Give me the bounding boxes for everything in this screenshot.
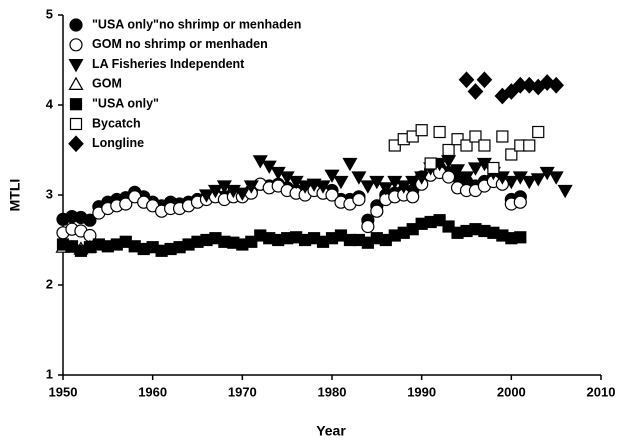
legend-label: "USA only" <box>92 96 159 110</box>
point <box>297 180 313 194</box>
point <box>342 157 358 172</box>
point <box>245 235 258 248</box>
y-tick-label: 5 <box>46 6 53 21</box>
x-tick-label: 1990 <box>407 384 436 399</box>
legend-label: "USA only"no shrimp or menhaden <box>92 17 301 31</box>
legend-marker <box>69 117 83 131</box>
point <box>557 184 573 199</box>
legend-marker <box>69 18 83 32</box>
legend-label: LA Fisheries Independent <box>92 57 245 71</box>
point <box>415 124 428 137</box>
x-tick-label: 1980 <box>318 384 347 399</box>
point <box>513 195 527 209</box>
point <box>433 214 446 227</box>
x-tick-label: 1970 <box>228 384 257 399</box>
x-tick-label: 1960 <box>138 384 167 399</box>
point <box>505 148 518 161</box>
legend-label: Bycatch <box>92 116 141 130</box>
point <box>548 76 564 94</box>
x-tick-label: 2010 <box>587 384 616 399</box>
point <box>503 175 519 190</box>
y-tick-label: 1 <box>46 366 53 381</box>
point <box>424 157 437 170</box>
point <box>406 190 420 204</box>
point <box>476 71 493 89</box>
point <box>333 175 349 190</box>
point <box>441 170 456 184</box>
point <box>442 143 455 157</box>
point <box>396 180 412 194</box>
point <box>119 197 133 211</box>
point <box>478 139 491 152</box>
point <box>487 161 500 175</box>
point <box>234 187 250 201</box>
x-tick-label: 2000 <box>497 384 526 399</box>
point <box>83 213 97 227</box>
point <box>433 125 446 139</box>
point <box>405 175 421 190</box>
point <box>521 175 537 190</box>
point <box>406 130 419 143</box>
point <box>458 71 475 89</box>
point <box>360 180 376 194</box>
point <box>469 130 482 143</box>
point <box>460 139 473 152</box>
legend-marker <box>69 38 83 52</box>
point <box>361 219 375 234</box>
point <box>467 162 483 176</box>
point <box>325 188 339 202</box>
legend-marker <box>68 58 84 73</box>
legend-label: GOM <box>92 77 122 91</box>
point <box>378 182 394 196</box>
y-tick-label: 2 <box>46 276 53 291</box>
y-tick-label: 4 <box>46 96 54 111</box>
point <box>530 173 546 187</box>
point <box>548 171 564 185</box>
point <box>514 231 527 244</box>
point <box>388 139 401 152</box>
legend-marker <box>68 76 84 91</box>
y-axis-label: MTLI <box>7 179 23 212</box>
point <box>503 83 520 100</box>
point <box>532 125 545 139</box>
y-tick-label: 3 <box>46 186 53 201</box>
point <box>207 184 223 199</box>
point <box>351 171 367 185</box>
legend-marker <box>68 135 84 153</box>
point <box>523 139 536 152</box>
point <box>315 180 331 194</box>
legend-label: GOM no shrimp or menhaden <box>92 37 268 51</box>
legend-marker <box>69 98 83 111</box>
point <box>442 220 455 233</box>
legend-label: Longline <box>92 136 144 150</box>
point <box>451 133 464 146</box>
point <box>467 83 484 100</box>
x-tick-label: 1950 <box>49 384 78 399</box>
point <box>496 130 509 143</box>
point <box>243 180 259 194</box>
point <box>370 204 384 218</box>
x-axis-label: Year <box>316 423 346 439</box>
point <box>352 192 366 207</box>
point <box>458 171 475 185</box>
point <box>198 189 214 203</box>
point <box>450 164 466 178</box>
point <box>414 171 430 185</box>
